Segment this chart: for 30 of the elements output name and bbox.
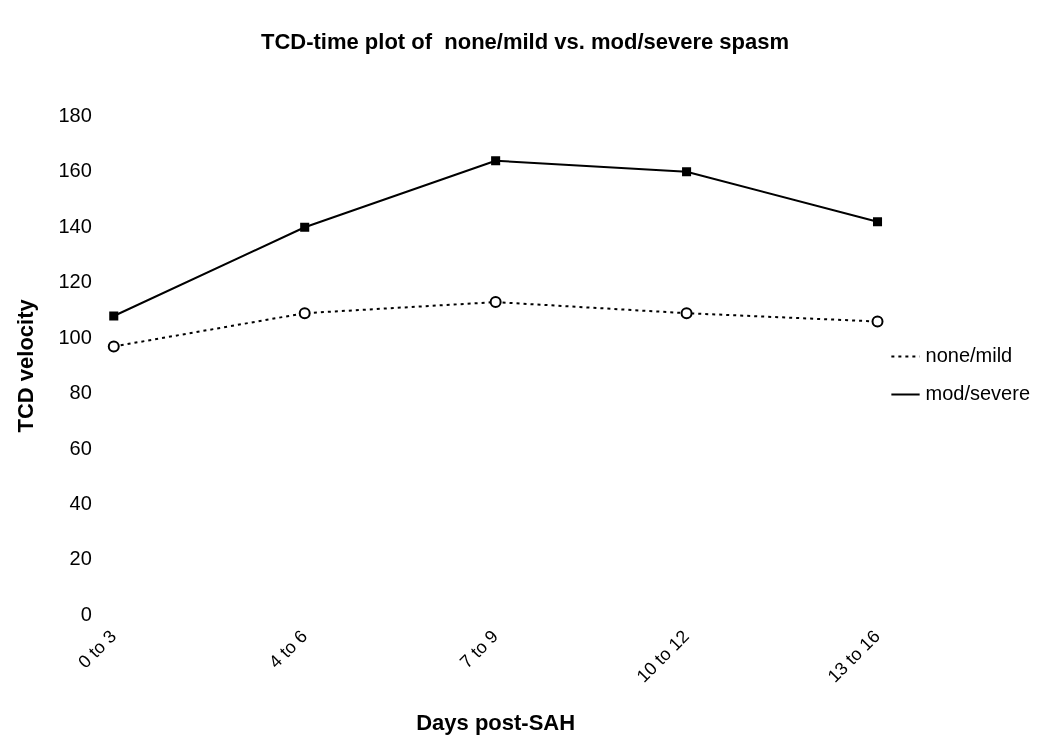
point: [871, 315, 884, 328]
y-tick-label: 160: [58, 159, 92, 182]
x-tick-label: 10 to 12: [632, 626, 693, 687]
point: [682, 167, 692, 177]
y-tick-label: 20: [69, 547, 92, 570]
y-tick-label: 100: [58, 325, 92, 348]
point: [300, 222, 310, 232]
y-tick-label: 140: [58, 214, 92, 237]
point: [491, 156, 501, 166]
y-tick-label: 80: [69, 381, 92, 404]
legend-label: mod/severe: [925, 382, 1031, 405]
x-tick-label: 13 to 16: [823, 626, 884, 687]
y-axis-title: TCD velocity: [13, 298, 39, 433]
point: [107, 340, 120, 353]
x-tick-label: 0 to 3: [74, 626, 121, 673]
x-tick-label: 4 to 6: [265, 626, 312, 673]
x-axis-title: Days post-SAH: [416, 709, 576, 735]
x-tick-label: 7 to 9: [455, 626, 502, 673]
point: [680, 307, 693, 320]
chart-title: TCD-time plot of none/mild vs. mod/severe spasm: [260, 29, 790, 55]
point: [109, 311, 119, 321]
y-tick-label: 0: [80, 602, 92, 625]
point: [872, 217, 883, 227]
point: [489, 296, 502, 309]
y-tick-label: 180: [58, 103, 92, 126]
y-tick-label: 60: [69, 436, 92, 459]
point: [298, 307, 311, 320]
y-tick-label: 40: [69, 491, 92, 514]
legend-label: none/mild: [925, 344, 1013, 367]
y-tick-label: 120: [58, 270, 92, 293]
